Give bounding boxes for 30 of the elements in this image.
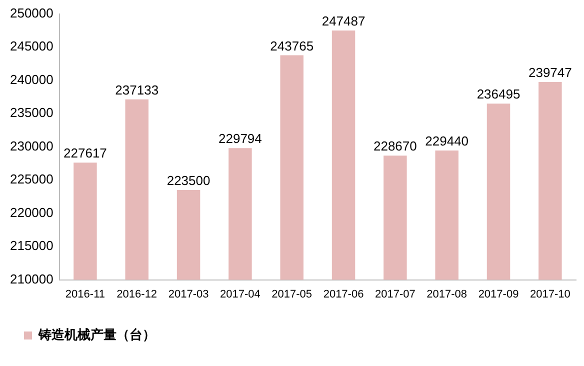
y-tick-label: 235000 (10, 105, 54, 120)
data-label: 228670 (373, 138, 417, 154)
y-tick-label: 220000 (10, 204, 54, 220)
x-tick-label: 2017-06 (323, 288, 364, 300)
x-tick-label: 2017-04 (220, 288, 260, 300)
x-tick-label: 2016-11 (65, 288, 105, 300)
y-tick-label: 250000 (10, 5, 54, 20)
data-label: 247487 (322, 14, 366, 29)
y-tick-label: 240000 (10, 72, 54, 87)
x-tick-label: 2017-03 (168, 288, 209, 300)
y-tick-label: 210000 (10, 271, 54, 286)
x-tick-label: 2017-09 (478, 288, 519, 300)
x-tick-label: 2017-07 (374, 288, 416, 300)
x-tick-label: 2016-12 (116, 288, 158, 300)
x-tick-label: 2017-05 (272, 288, 312, 300)
data-label: 229440 (425, 134, 469, 149)
y-tick-label: 215000 (10, 238, 54, 254)
data-label: 223500 (166, 173, 210, 188)
data-label: 227617 (64, 146, 107, 161)
data-label: 236495 (476, 86, 520, 102)
y-tick-label: 225000 (10, 172, 54, 187)
data-label: 239747 (528, 65, 572, 80)
data-label: 229794 (218, 131, 262, 146)
y-tick-label: 230000 (10, 138, 54, 154)
x-tick-label: 2017-08 (426, 288, 468, 300)
legend-label: 铸造机械产量（台） (38, 327, 156, 342)
x-tick-label: 2017-10 (530, 288, 570, 300)
data-label: 237133 (115, 82, 159, 98)
y-tick-label: 245000 (10, 38, 54, 54)
data-label: 243765 (270, 38, 314, 54)
